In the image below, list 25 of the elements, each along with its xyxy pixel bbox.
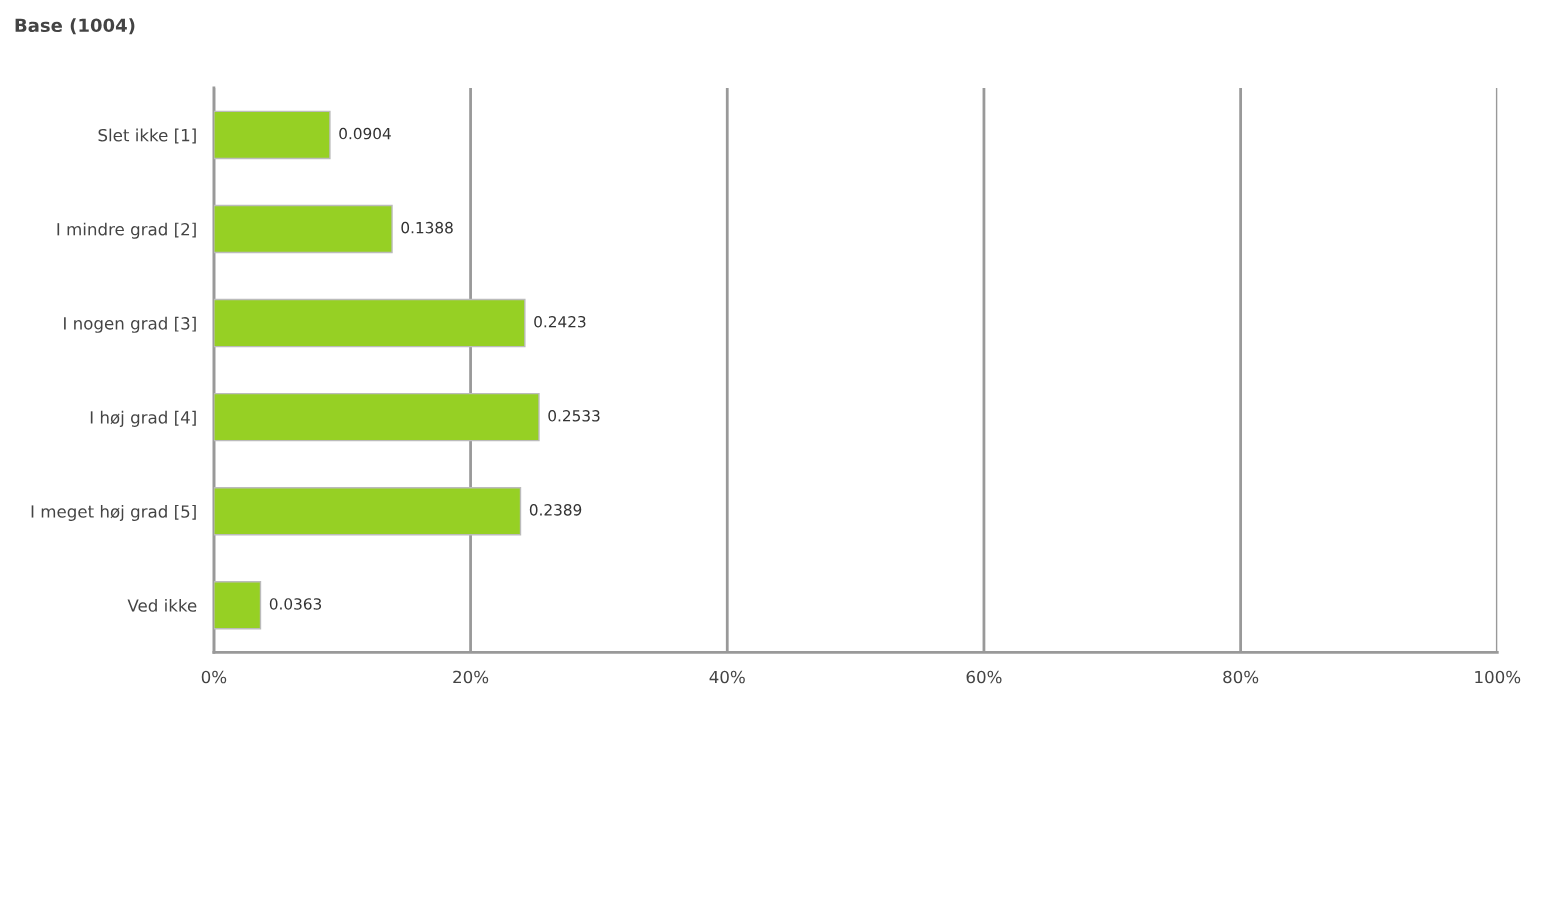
y-tick-label: I nogen grad [3] [64,316,196,333]
y-tick-label: I meget høj grad [5] [31,504,196,522]
data-label: 0.0904 [339,127,391,140]
data-label: 0.2533 [548,410,600,422]
y-tick-label: I mindre grad [2] [57,222,196,239]
bar [213,110,331,160]
data-label: 0.2423 [534,315,586,328]
data-label: 0.1388 [401,221,453,234]
bar [213,581,262,630]
y-tick-label: Ved ikke [127,598,197,612]
x-tick-label: 20% [453,670,489,684]
data-label: 0.0363 [269,598,322,610]
x-tick-label: 60% [966,670,1002,684]
bar [213,204,393,254]
chart-title: Base (1004) [15,18,135,35]
y-tick-label: I høj grad [4] [90,410,196,427]
bar [213,486,522,536]
x-tick-label: 40% [709,670,745,684]
bar [213,298,526,348]
x-tick-label: 0% [201,670,227,684]
x-tick-label: 100% [1475,670,1521,684]
x-tick-label: 80% [1223,670,1259,684]
y-tick-label: Slet ikke [1] [98,128,196,144]
bar [213,392,540,442]
data-label: 0.2389 [529,504,582,516]
